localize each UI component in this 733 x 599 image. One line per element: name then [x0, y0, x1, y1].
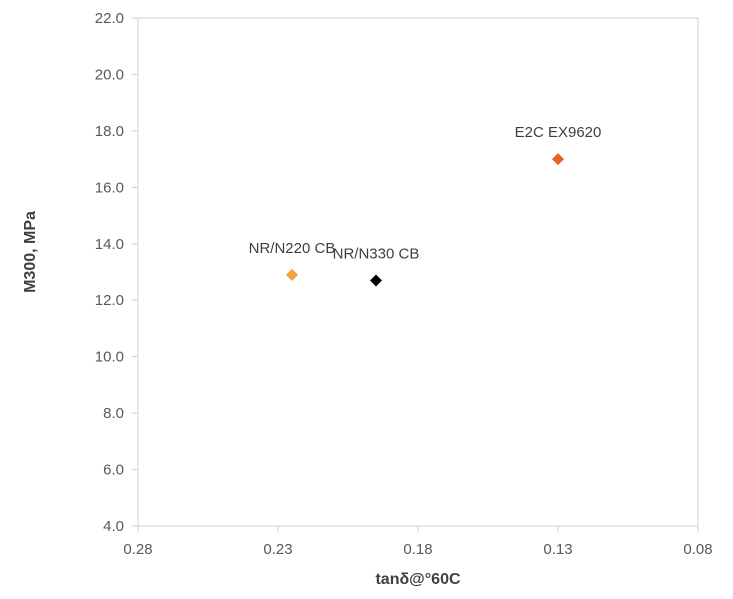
y-tick-label: 12.0: [95, 292, 124, 309]
y-tick-label: 16.0: [95, 179, 124, 196]
x-axis-title: tanδ@°60C: [375, 571, 461, 588]
data-point-label: E2C EX9620: [515, 124, 602, 141]
x-tick-label: 0.23: [263, 541, 292, 558]
y-tick-label: 18.0: [95, 123, 124, 140]
x-tick-label: 0.18: [403, 541, 432, 558]
y-tick-label: 20.0: [95, 66, 124, 83]
y-axis-ticks: 4.0 6.0 8.0 10.0 12.0 14.0 16.0 18.0 20.0 22.0: [95, 10, 138, 535]
x-axis-ticks: 0.28 0.23 0.18 0.13 0.08: [123, 526, 713, 558]
x-tick-label: 0.13: [543, 541, 572, 558]
data-point-marker: [370, 274, 382, 287]
x-tick-label: 0.28: [123, 541, 152, 558]
y-axis-title: M300, MPa: [22, 211, 39, 293]
data-point-label: NR/N330 CB: [333, 245, 420, 262]
data-point-marker: [552, 153, 564, 166]
y-tick-label: 22.0: [95, 10, 124, 27]
y-tick-label: 10.0: [95, 349, 124, 366]
y-tick-label: 8.0: [103, 405, 124, 422]
data-point-marker: [286, 268, 298, 281]
plot-frame: [137, 17, 699, 527]
y-tick-label: 6.0: [103, 462, 124, 479]
y-tick-label: 4.0: [103, 518, 124, 535]
x-tick-label: 0.08: [683, 541, 712, 558]
data-point-label: NR/N220 CB: [249, 240, 336, 257]
y-tick-label: 14.0: [95, 236, 124, 253]
